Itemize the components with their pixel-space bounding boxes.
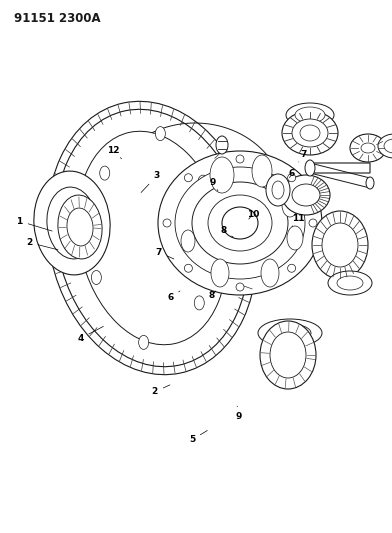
Ellipse shape bbox=[91, 270, 102, 285]
Ellipse shape bbox=[258, 319, 322, 347]
Ellipse shape bbox=[100, 166, 110, 180]
Ellipse shape bbox=[198, 175, 208, 189]
Ellipse shape bbox=[312, 211, 368, 279]
Ellipse shape bbox=[270, 332, 306, 378]
Text: 3: 3 bbox=[141, 172, 160, 192]
Ellipse shape bbox=[328, 271, 372, 295]
Ellipse shape bbox=[300, 125, 320, 141]
Ellipse shape bbox=[282, 175, 330, 215]
Ellipse shape bbox=[282, 111, 338, 155]
Ellipse shape bbox=[155, 127, 165, 141]
Ellipse shape bbox=[163, 219, 171, 227]
Text: 7: 7 bbox=[299, 150, 307, 162]
Ellipse shape bbox=[55, 109, 249, 367]
Text: 6: 6 bbox=[167, 291, 180, 302]
Text: 12: 12 bbox=[107, 146, 122, 159]
Text: 9: 9 bbox=[210, 178, 218, 191]
Ellipse shape bbox=[175, 167, 305, 279]
Ellipse shape bbox=[47, 101, 257, 375]
Text: 91151 2300A: 91151 2300A bbox=[14, 12, 101, 25]
Ellipse shape bbox=[305, 160, 315, 176]
Ellipse shape bbox=[266, 174, 290, 206]
Ellipse shape bbox=[208, 195, 272, 251]
Ellipse shape bbox=[252, 155, 272, 187]
Ellipse shape bbox=[272, 181, 284, 199]
Ellipse shape bbox=[309, 219, 317, 227]
Ellipse shape bbox=[378, 134, 392, 158]
Ellipse shape bbox=[282, 193, 298, 217]
Text: 9: 9 bbox=[236, 406, 242, 421]
Ellipse shape bbox=[292, 184, 320, 206]
Text: 8: 8 bbox=[220, 226, 233, 237]
Ellipse shape bbox=[288, 264, 296, 272]
Ellipse shape bbox=[34, 171, 110, 275]
Ellipse shape bbox=[184, 174, 192, 182]
Ellipse shape bbox=[337, 276, 363, 290]
Ellipse shape bbox=[158, 151, 322, 295]
Ellipse shape bbox=[384, 139, 392, 153]
Ellipse shape bbox=[350, 134, 386, 162]
Text: 2: 2 bbox=[152, 385, 170, 396]
Text: 10: 10 bbox=[247, 210, 259, 219]
Text: 2: 2 bbox=[26, 238, 58, 250]
FancyBboxPatch shape bbox=[310, 163, 370, 173]
Ellipse shape bbox=[361, 143, 375, 153]
Ellipse shape bbox=[292, 119, 328, 147]
Ellipse shape bbox=[139, 335, 149, 349]
Ellipse shape bbox=[181, 230, 195, 252]
Ellipse shape bbox=[58, 195, 102, 259]
Text: 7: 7 bbox=[156, 248, 174, 259]
Ellipse shape bbox=[216, 136, 228, 154]
Ellipse shape bbox=[77, 131, 227, 345]
Ellipse shape bbox=[192, 182, 288, 264]
Ellipse shape bbox=[67, 208, 93, 246]
Text: 4: 4 bbox=[77, 326, 103, 343]
Ellipse shape bbox=[295, 107, 325, 123]
Ellipse shape bbox=[322, 223, 358, 267]
Ellipse shape bbox=[286, 103, 334, 127]
Text: 6: 6 bbox=[289, 169, 295, 177]
Text: 8: 8 bbox=[209, 291, 216, 300]
Text: 11: 11 bbox=[292, 214, 304, 227]
Ellipse shape bbox=[288, 174, 296, 182]
Text: 5: 5 bbox=[189, 431, 207, 444]
Ellipse shape bbox=[261, 259, 279, 287]
Ellipse shape bbox=[269, 324, 311, 342]
Ellipse shape bbox=[47, 187, 97, 259]
Ellipse shape bbox=[184, 264, 192, 272]
Text: 1: 1 bbox=[16, 217, 52, 231]
Ellipse shape bbox=[236, 155, 244, 163]
Ellipse shape bbox=[236, 283, 244, 291]
Ellipse shape bbox=[194, 296, 204, 310]
Ellipse shape bbox=[210, 157, 234, 193]
Ellipse shape bbox=[366, 177, 374, 189]
Ellipse shape bbox=[211, 259, 229, 287]
Ellipse shape bbox=[222, 207, 258, 239]
Ellipse shape bbox=[287, 226, 303, 250]
Ellipse shape bbox=[260, 321, 316, 389]
